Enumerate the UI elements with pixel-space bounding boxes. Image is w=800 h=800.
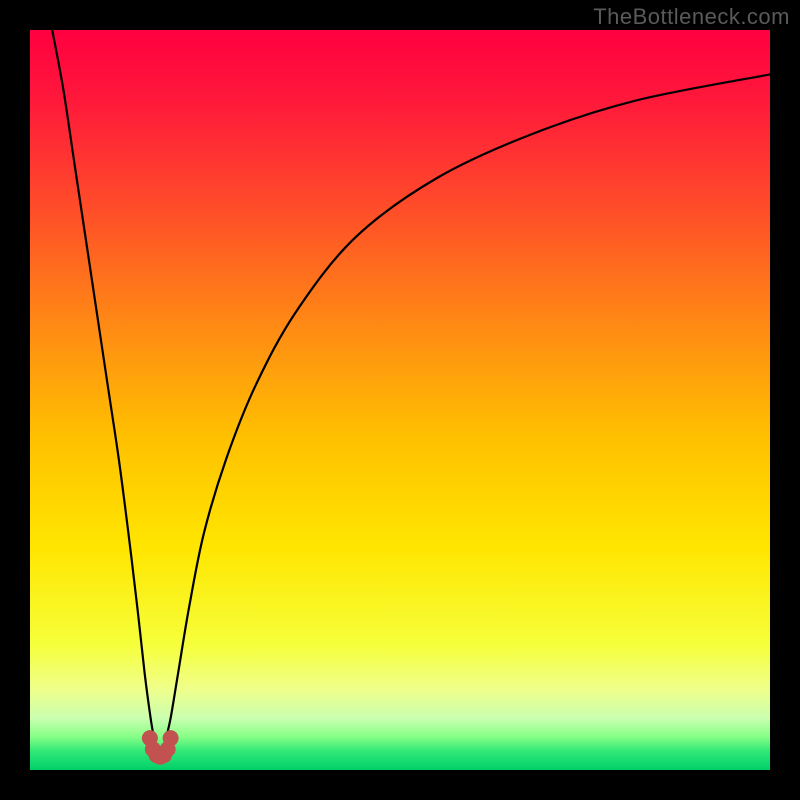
plot-background — [30, 30, 770, 770]
bottleneck-chart — [0, 0, 800, 800]
chart-container: TheBottleneck.com — [0, 0, 800, 800]
watermark-text: TheBottleneck.com — [593, 4, 790, 30]
